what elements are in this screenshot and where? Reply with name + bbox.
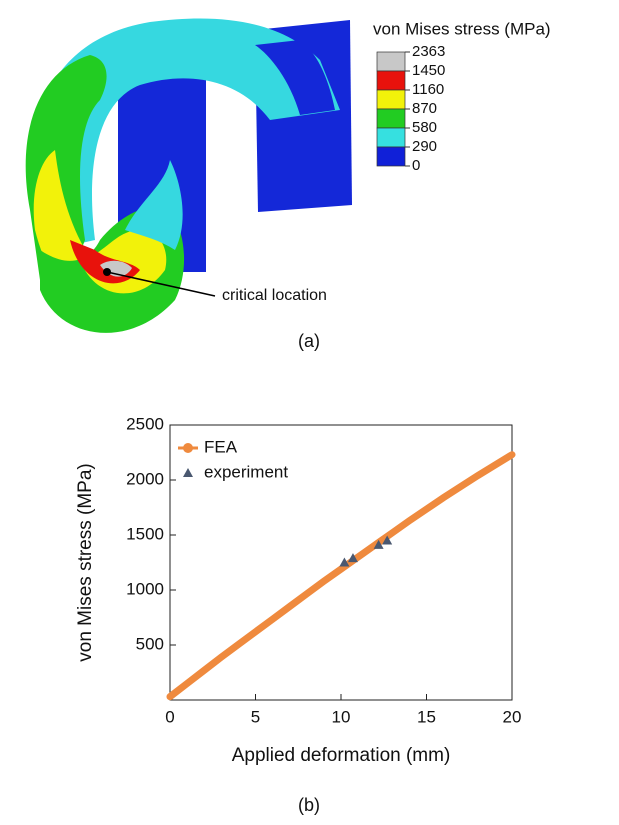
annotation: critical location [222,287,327,304]
legend-label: experiment [204,462,288,481]
y-tick-label: 1000 [126,579,164,598]
colorbar-label: 580 [412,119,437,136]
y-tick-label: 500 [136,634,164,653]
colorbar-box [377,90,405,109]
caption-b: (b) [298,795,320,815]
x-axis-label: Applied deformation (mm) [232,745,451,766]
y-axis-label: von Mises stress (MPa) [75,463,96,661]
colorbar-box [377,71,405,90]
x-tick-label: 15 [417,707,436,726]
x-tick-label: 5 [251,707,260,726]
figure: critical location (a) von Mises stress (… [0,0,619,825]
colorbar-box [377,52,405,71]
legend-marker [183,468,193,477]
colorbar-box [377,128,405,147]
x-tick-label: 10 [332,707,351,726]
colorbar-label: 0 [412,157,420,174]
colorbar-label: 2363 [412,43,445,60]
x-tick-label: 0 [165,707,174,726]
colorbar-label: 1450 [412,62,445,79]
y-tick-label: 2000 [126,469,164,488]
fea-line [170,455,512,697]
x-tick-label: 20 [503,707,522,726]
y-tick-label: 1500 [126,524,164,543]
colorbar: 2363 1450 1160 870 580 290 0 [377,43,445,174]
legend-label: FEA [204,437,238,456]
colorbar-label: 870 [412,100,437,117]
y-tick-label: 2500 [126,414,164,433]
legend-title: von Mises stress (MPa) [373,19,551,38]
fea-model [26,18,352,332]
legend-marker [183,443,193,453]
colorbar-box [377,109,405,128]
colorbar-box [377,147,405,166]
chart: 0 5 10 15 20 500 1000 1500 2000 2500 Applied defor… [75,414,521,814]
caption-a: (a) [298,331,320,351]
colorbar-label: 1160 [412,81,444,98]
colorbar-label: 290 [412,138,437,155]
